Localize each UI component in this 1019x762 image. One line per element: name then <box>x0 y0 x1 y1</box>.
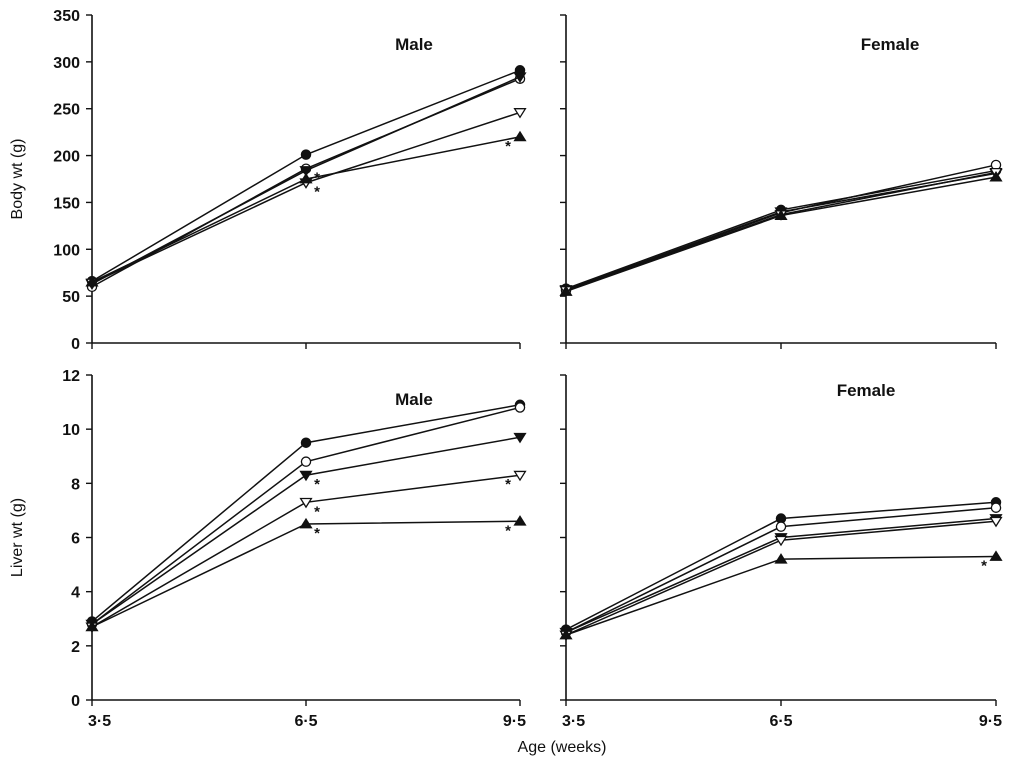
significance-star: * <box>505 138 511 155</box>
y-tick-label: 100 <box>53 242 80 259</box>
y-tick-label: 300 <box>53 55 80 72</box>
y-axis-title: Body wt (g) <box>9 139 26 220</box>
significance-star: * <box>981 557 987 574</box>
y-tick-label: 50 <box>62 289 80 306</box>
data-point-open-triangle-down <box>513 470 527 482</box>
data-point-open-circle <box>775 521 787 532</box>
series-line <box>91 520 521 628</box>
y-tick-label: 12 <box>62 368 80 385</box>
significance-star: * <box>314 525 320 542</box>
x-tick-label: 9·5 <box>979 713 1002 730</box>
data-point-filled-triangle-down <box>513 432 527 444</box>
x-tick-label: 6·5 <box>294 713 317 730</box>
y-tick-label: 8 <box>71 476 80 493</box>
significance-star: * <box>314 184 320 201</box>
data-point-filled-triangle-up <box>989 550 1003 561</box>
y-tick-label: 250 <box>53 102 80 119</box>
data-point-filled-triangle-down <box>513 72 527 83</box>
x-tick-label: 6·5 <box>769 713 792 730</box>
significance-star: * <box>314 503 320 520</box>
series-line <box>91 111 521 284</box>
x-tick-label: 9·5 <box>503 713 526 730</box>
data-point-open-circle <box>300 456 312 467</box>
data-point-filled-triangle-down <box>299 166 313 177</box>
y-tick-label: 0 <box>71 336 80 353</box>
y-tick-label: 10 <box>62 422 80 439</box>
y-tick-label: 200 <box>53 149 80 166</box>
panel-top-right: Female <box>559 14 1003 349</box>
y-axis-title: Liver wt (g) <box>9 498 26 577</box>
data-point-open-circle <box>990 502 1002 513</box>
data-point-filled-triangle-up <box>774 553 788 564</box>
series-line <box>565 171 997 292</box>
y-tick-label: 150 <box>53 195 80 212</box>
data-point-filled-circle <box>300 149 312 160</box>
series-line <box>565 176 997 293</box>
significance-star: * <box>314 170 320 187</box>
x-tick-label: 3·5 <box>88 713 111 730</box>
data-point-filled-triangle-up <box>513 130 527 142</box>
y-tick-label: 0 <box>71 693 80 710</box>
significance-star: * <box>505 522 511 539</box>
data-point-filled-triangle-up <box>774 209 788 220</box>
data-point-open-triangle-down <box>774 535 788 547</box>
data-point-filled-triangle-up <box>299 517 313 529</box>
panel-title: Female <box>837 381 896 400</box>
series-line <box>565 164 997 292</box>
panel-title: Female <box>861 35 920 54</box>
series-line <box>565 172 997 291</box>
shared-x-axis-title: Age (weeks) <box>518 739 607 756</box>
y-tick-label: 350 <box>53 8 80 25</box>
data-point-filled-triangle-up <box>513 515 527 526</box>
panel-title: Male <box>395 35 433 54</box>
panel-bottom-right: 3·5 6·5 9·5 Female * <box>559 374 1003 730</box>
data-point-filled-triangle-up <box>85 275 99 287</box>
x-tick-label: 3·5 <box>562 713 585 730</box>
data-point-filled-triangle-up <box>85 620 99 632</box>
data-point-filled-triangle-up <box>989 171 1003 182</box>
y-tick-label: 4 <box>71 585 80 602</box>
y-tick-label: 2 <box>71 639 80 656</box>
data-point-filled-triangle-up <box>559 628 573 640</box>
data-point-open-triangle-down <box>513 108 527 119</box>
data-point-open-triangle-down <box>989 516 1003 528</box>
data-point-open-triangle-down <box>299 497 313 509</box>
data-point-filled-triangle-down <box>299 470 313 482</box>
y-tick-label: 6 <box>71 531 80 548</box>
data-point-filled-triangle-up <box>299 172 313 184</box>
data-point-filled-circle <box>300 437 312 448</box>
data-point-open-circle <box>514 402 526 413</box>
significance-star: * <box>314 476 320 493</box>
data-point-filled-triangle-up <box>559 285 573 296</box>
panel-title: Male <box>395 390 433 409</box>
panel-bottom-left: 0 2 4 6 8 10 12 3·5 6·5 9·5 Male Liver wt (g) * * * * * <box>9 368 527 730</box>
significance-star: * <box>505 476 511 493</box>
